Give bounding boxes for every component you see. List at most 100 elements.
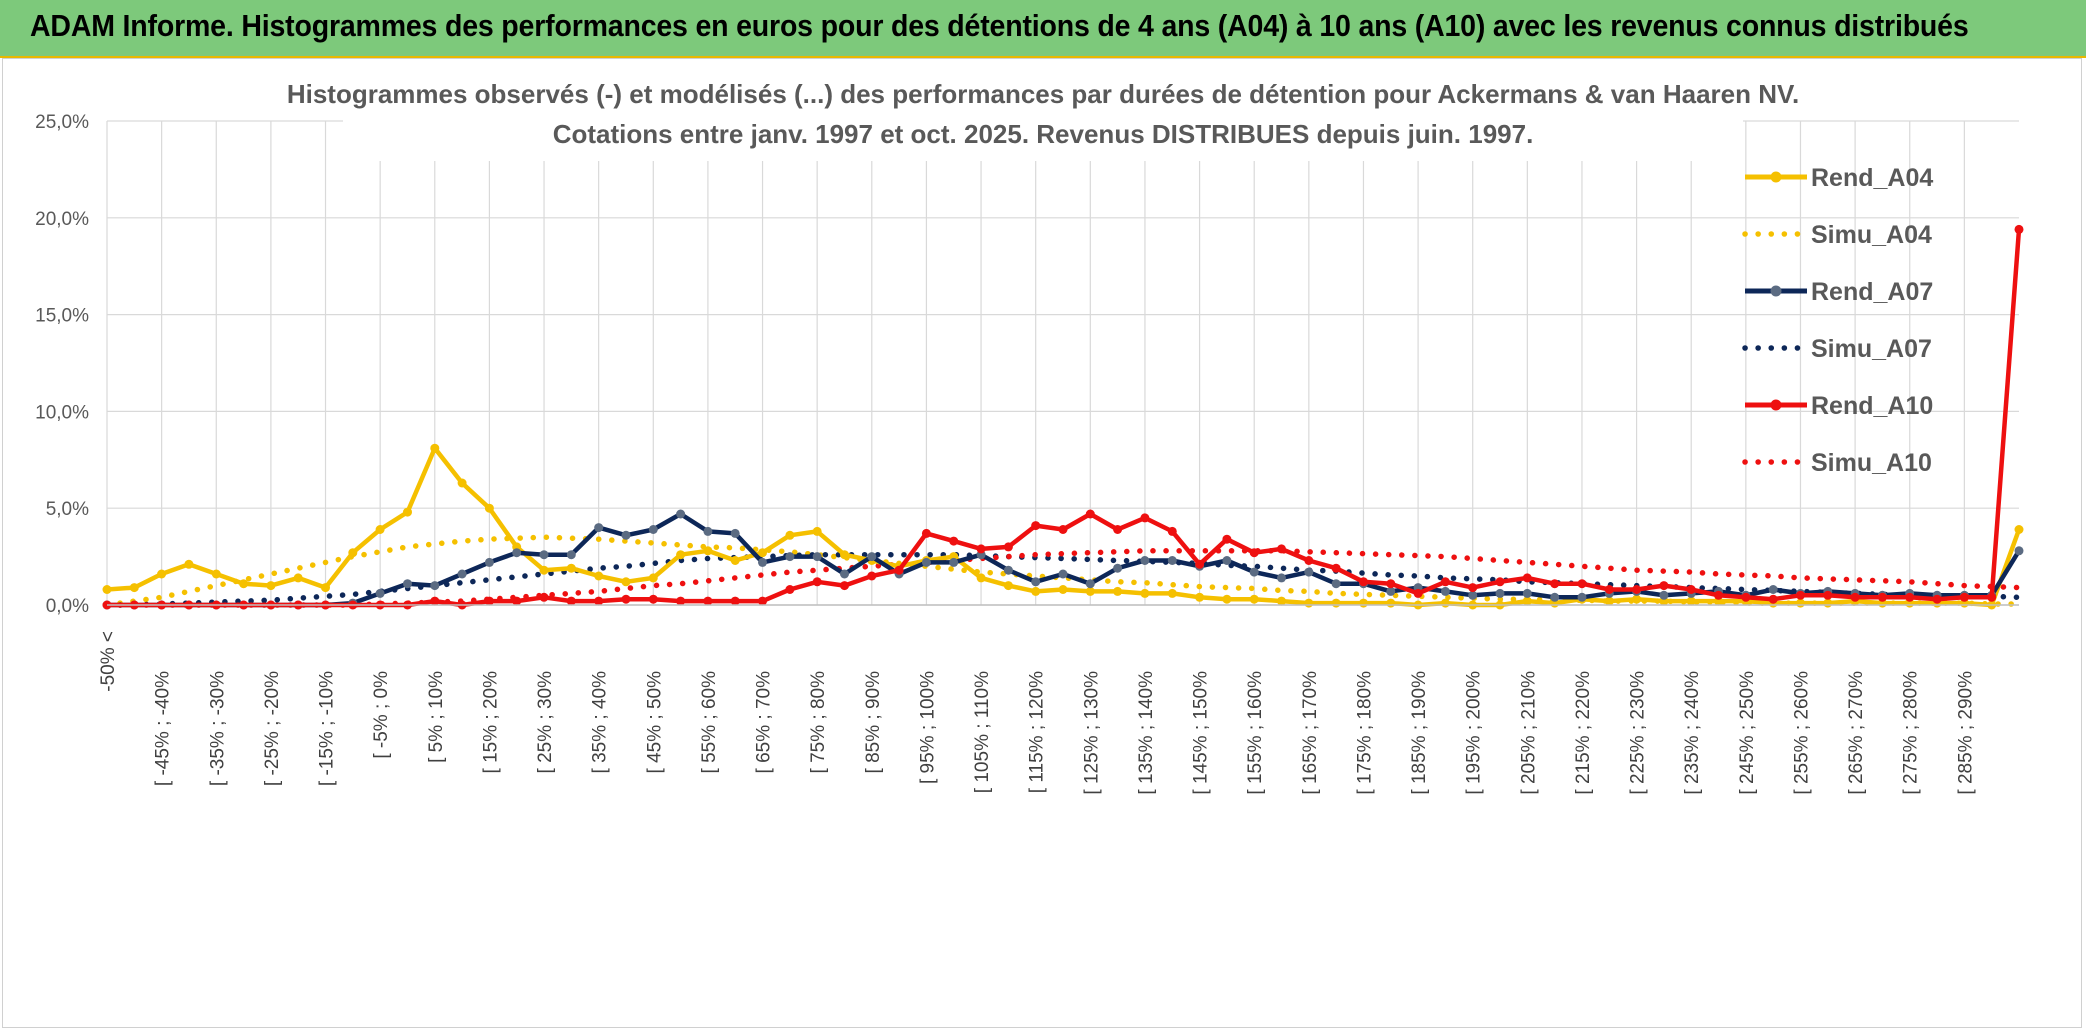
data-point <box>129 583 139 593</box>
series-lines <box>102 224 2024 610</box>
data-point <box>894 565 904 575</box>
data-point <box>539 565 549 575</box>
data-point <box>1113 586 1123 596</box>
data-point <box>1550 579 1560 589</box>
report-banner: ADAM Informe. Histogrammes des performan… <box>0 0 2086 58</box>
data-point <box>484 503 494 513</box>
line-chart: 0,0% 5,0% 10,0% 15,0% 20,0% 25,0% -50% < [ -45… <box>35 61 2024 795</box>
y-axis: 0,0% 5,0% 10,0% 15,0% 20,0% 25,0% <box>35 112 89 617</box>
data-point <box>430 596 440 606</box>
data-point <box>1577 592 1587 602</box>
data-point <box>1468 590 1478 600</box>
data-point <box>1959 592 1969 602</box>
data-point <box>867 552 877 562</box>
data-point <box>949 557 959 567</box>
x-tick-label: [ 125% ; 130% <box>1081 671 1102 795</box>
data-point <box>1195 559 1205 569</box>
data-point <box>321 583 330 593</box>
x-tick-label: [ -15% ; -10% <box>317 671 338 786</box>
x-tick-label: [ 225% ; 230% <box>1628 671 1649 795</box>
data-point <box>676 596 686 606</box>
data-point <box>1249 548 1259 558</box>
data-point <box>840 581 849 591</box>
data-point <box>1932 594 1942 604</box>
data-point <box>1987 592 1997 602</box>
data-point <box>1686 596 1696 606</box>
data-point <box>703 596 713 606</box>
data-point <box>484 557 494 567</box>
data-point <box>812 552 822 562</box>
legend-item: Rend_A04 <box>1745 164 1933 192</box>
data-point <box>1140 588 1150 598</box>
data-point <box>512 548 522 558</box>
data-point <box>812 577 822 587</box>
data-point <box>621 577 631 587</box>
data-point <box>1440 598 1450 608</box>
x-tick-label: [ 285% ; 290% <box>1955 671 1976 795</box>
series-rend-a10 <box>102 224 2024 610</box>
x-tick-label: -50% < <box>98 631 119 692</box>
x-tick-label: [ -45% ; -40% <box>153 671 174 786</box>
data-point <box>1468 583 1478 593</box>
series-line <box>104 548 2022 608</box>
data-point <box>921 528 931 538</box>
data-point <box>758 548 767 558</box>
data-point <box>676 509 686 519</box>
data-point <box>676 550 686 560</box>
data-point <box>921 557 931 567</box>
data-point <box>293 573 303 583</box>
data-point <box>539 550 549 560</box>
data-point <box>1085 579 1095 589</box>
data-point <box>1167 556 1177 565</box>
x-tick-label: [ -25% ; -20% <box>262 671 283 786</box>
data-point <box>949 536 959 546</box>
report-title: ADAM Informe. Histogrammes des performan… <box>30 8 1969 43</box>
data-point <box>1249 594 1259 604</box>
x-tick-label: [ 235% ; 240% <box>1682 671 1703 795</box>
data-point <box>1140 513 1150 523</box>
data-point <box>1222 594 1232 604</box>
data-point <box>1823 598 1833 608</box>
data-point <box>484 596 494 606</box>
data-point <box>976 544 986 554</box>
data-point <box>703 526 713 536</box>
x-tick-label: [ 255% ; 260% <box>1791 671 1812 795</box>
data-point <box>211 569 221 579</box>
legend-label: Simu_A07 <box>1811 335 1932 363</box>
data-point <box>1058 569 1068 579</box>
data-point <box>403 579 412 589</box>
data-point <box>1577 579 1587 589</box>
data-point <box>867 571 877 581</box>
data-point <box>2014 525 2024 534</box>
data-point <box>457 569 467 579</box>
data-point <box>348 548 358 558</box>
data-point <box>1195 592 1205 602</box>
data-point <box>566 563 576 573</box>
data-point <box>1768 585 1778 594</box>
x-tick-label: [ 55% ; 60% <box>699 671 720 774</box>
x-tick-label: [ 65% ; 70% <box>754 671 775 774</box>
x-tick-label: [ 5% ; 10% <box>426 671 447 763</box>
legend-item: Rend_A10 <box>1745 392 1933 420</box>
y-tick-label: 20,0% <box>35 209 89 230</box>
data-point <box>1823 590 1833 600</box>
data-point <box>2014 224 2024 234</box>
data-point <box>621 530 631 540</box>
y-tick-label: 15,0% <box>35 306 89 327</box>
legend-item: Simu_A07 <box>1742 335 1932 363</box>
data-point <box>594 523 604 533</box>
data-point <box>1003 581 1013 591</box>
chart-title-line-2: Cotations entre janv. 1997 et oct. 2025.… <box>553 119 1534 149</box>
x-tick-label: [ 25% ; 30% <box>535 671 556 774</box>
data-point <box>1222 556 1232 565</box>
data-point <box>1768 594 1778 604</box>
legend-item: Rend_A07 <box>1745 278 1933 306</box>
series-simu-a10 <box>104 548 2022 608</box>
y-tick-label: 0,0% <box>46 596 89 617</box>
data-point <box>1277 573 1286 583</box>
data-point <box>375 525 385 534</box>
data-point <box>1550 592 1560 602</box>
x-tick-label: [ 215% ; 220% <box>1573 671 1594 795</box>
x-tick-label: [ 95% ; 100% <box>917 671 938 784</box>
data-point <box>403 507 412 517</box>
